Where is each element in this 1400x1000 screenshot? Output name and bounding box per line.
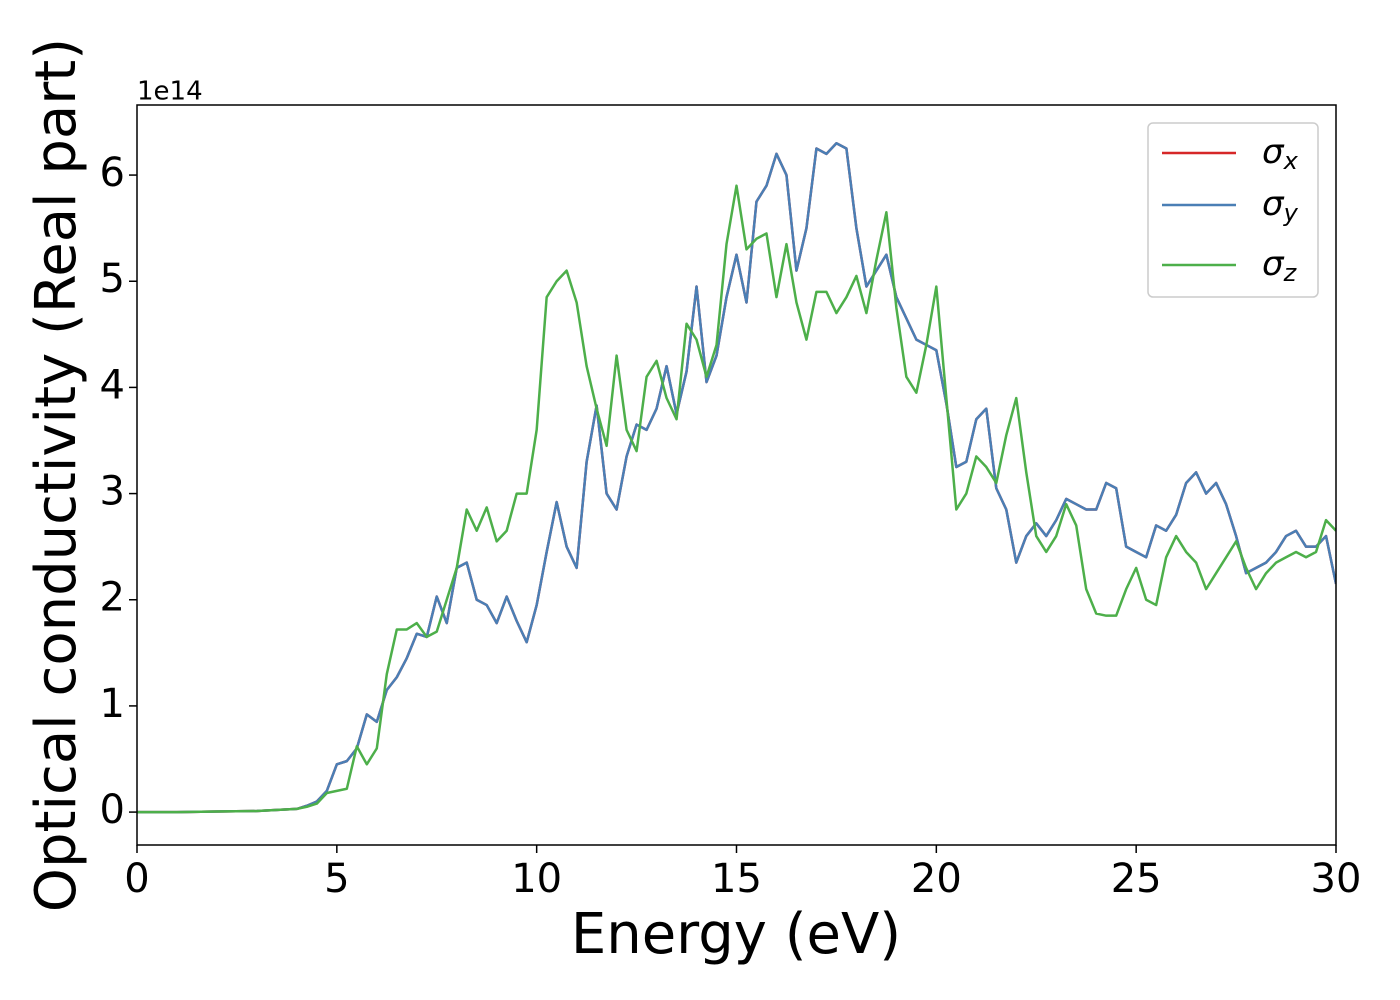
y-tick-label: 5	[100, 256, 125, 302]
y-tick-label: 1	[100, 681, 125, 727]
x-axis-label: Energy (eV)	[571, 902, 901, 967]
x-tick-label: 5	[324, 856, 349, 902]
x-tick-label: 20	[911, 856, 962, 902]
x-tick-label: 30	[1311, 856, 1362, 902]
legend: σx σy σz	[1147, 122, 1319, 298]
y-tick-label: 4	[100, 362, 125, 408]
series-line	[137, 184, 1336, 814]
legend-box	[1147, 122, 1319, 298]
x-tick-label: 25	[1111, 856, 1162, 902]
legend-label: σz	[1262, 244, 1298, 288]
series-line	[137, 141, 1336, 814]
y-tick-label: 2	[100, 575, 125, 621]
plot-frame	[136, 104, 1337, 846]
legend-label: σx	[1262, 132, 1299, 176]
x-tick-label: 10	[511, 856, 562, 902]
x-tick-label: 15	[711, 856, 762, 902]
y-axis-label: Optical conductivity (Real part)	[24, 38, 89, 912]
legend-label: σy	[1262, 184, 1299, 228]
y-tick-label: 3	[100, 469, 125, 515]
x-tick-label: 0	[124, 856, 149, 902]
y-tick-label: 0	[100, 787, 125, 833]
y-tick-label: 6	[100, 150, 125, 196]
y-offset-text: 1e14	[137, 77, 203, 107]
